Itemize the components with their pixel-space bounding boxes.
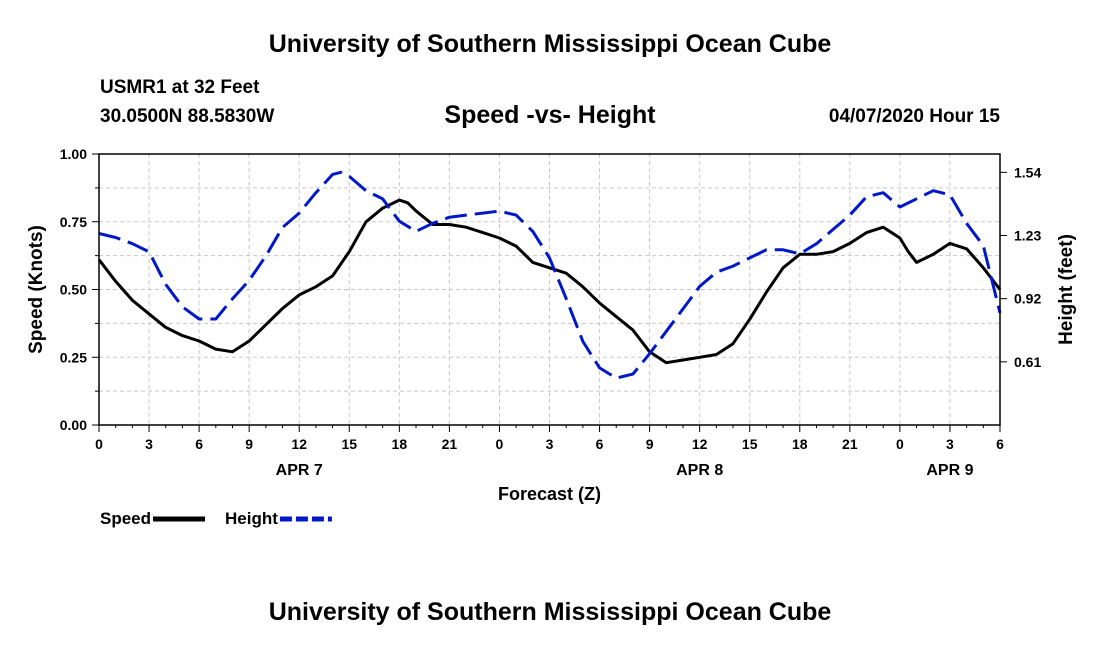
x-tick-label: 3 <box>546 436 554 452</box>
series-line-speed <box>97 198 1002 365</box>
x-tick-label: 21 <box>842 436 858 452</box>
y-left-tick-label: 0.00 <box>60 417 87 433</box>
x-tick-label: 0 <box>896 436 904 452</box>
y-left-tick-label: 0.50 <box>60 282 87 298</box>
station-coords: 30.0500N 88.5830W <box>100 106 275 127</box>
x-tick-label: 0 <box>95 436 103 452</box>
chart-main-title: University of Southern Mississippi Ocean… <box>268 30 832 58</box>
x-tick-label: 3 <box>946 436 954 452</box>
x-tick-label: 15 <box>742 436 758 452</box>
series-line-height <box>98 170 1002 380</box>
x-tick-label: 18 <box>392 436 408 452</box>
axis-layer: 0 3 6 9 12 15 18 21 0 3 6 9 12 15 18 21 0 3 6 APR 7 APR 8 APR… <box>26 146 1077 504</box>
x-tick-label: 0 <box>496 436 504 452</box>
y-right-tick-label: 0.92 <box>1014 291 1041 307</box>
x-tick-label: 18 <box>792 436 808 452</box>
station-label: USMR1 at 32 Feet <box>100 77 260 98</box>
legend-label-height: Height <box>225 509 278 528</box>
x-tick-label: 15 <box>341 436 357 452</box>
date-label: APR 7 <box>276 462 323 479</box>
y-left-tick-label: 1.00 <box>60 146 87 162</box>
x-tick-label: 12 <box>291 436 307 452</box>
x-tick-label: 21 <box>442 436 458 452</box>
x-axis-label: Forecast (Z) <box>498 484 601 504</box>
x-tick-label: 3 <box>145 436 153 452</box>
grid-layer <box>99 154 1000 425</box>
chart-subtitle: Speed -vs- Height <box>444 101 656 129</box>
x-tick-label: 12 <box>692 436 708 452</box>
x-tick-label: 6 <box>195 436 203 452</box>
legend-label-speed: Speed <box>100 509 151 528</box>
x-tick-label: 9 <box>646 436 654 452</box>
y-left-axis-label: Speed (Knots) <box>26 225 47 354</box>
y-right-tick-label: 1.54 <box>1014 164 1041 180</box>
date-label: APR 8 <box>676 462 723 479</box>
y-right-tick-label: 1.23 <box>1014 228 1041 244</box>
y-right-axis-label: Height (feet) <box>1056 234 1077 345</box>
y-left-tick-label: 0.25 <box>60 349 87 365</box>
date-label: APR 9 <box>926 462 973 479</box>
y-left-tick-label: 0.75 <box>60 214 87 230</box>
series-layer <box>97 170 1002 380</box>
forecast-datestamp: 04/07/2020 Hour 15 <box>828 106 1000 127</box>
x-tick-label: 9 <box>245 436 253 452</box>
x-tick-label: 6 <box>996 436 1004 452</box>
legend: Speed Height <box>100 509 332 528</box>
footer-title: University of Southern Mississippi Ocean… <box>268 598 832 626</box>
x-tick-label: 6 <box>596 436 604 452</box>
y-right-tick-label: 0.61 <box>1014 354 1041 370</box>
